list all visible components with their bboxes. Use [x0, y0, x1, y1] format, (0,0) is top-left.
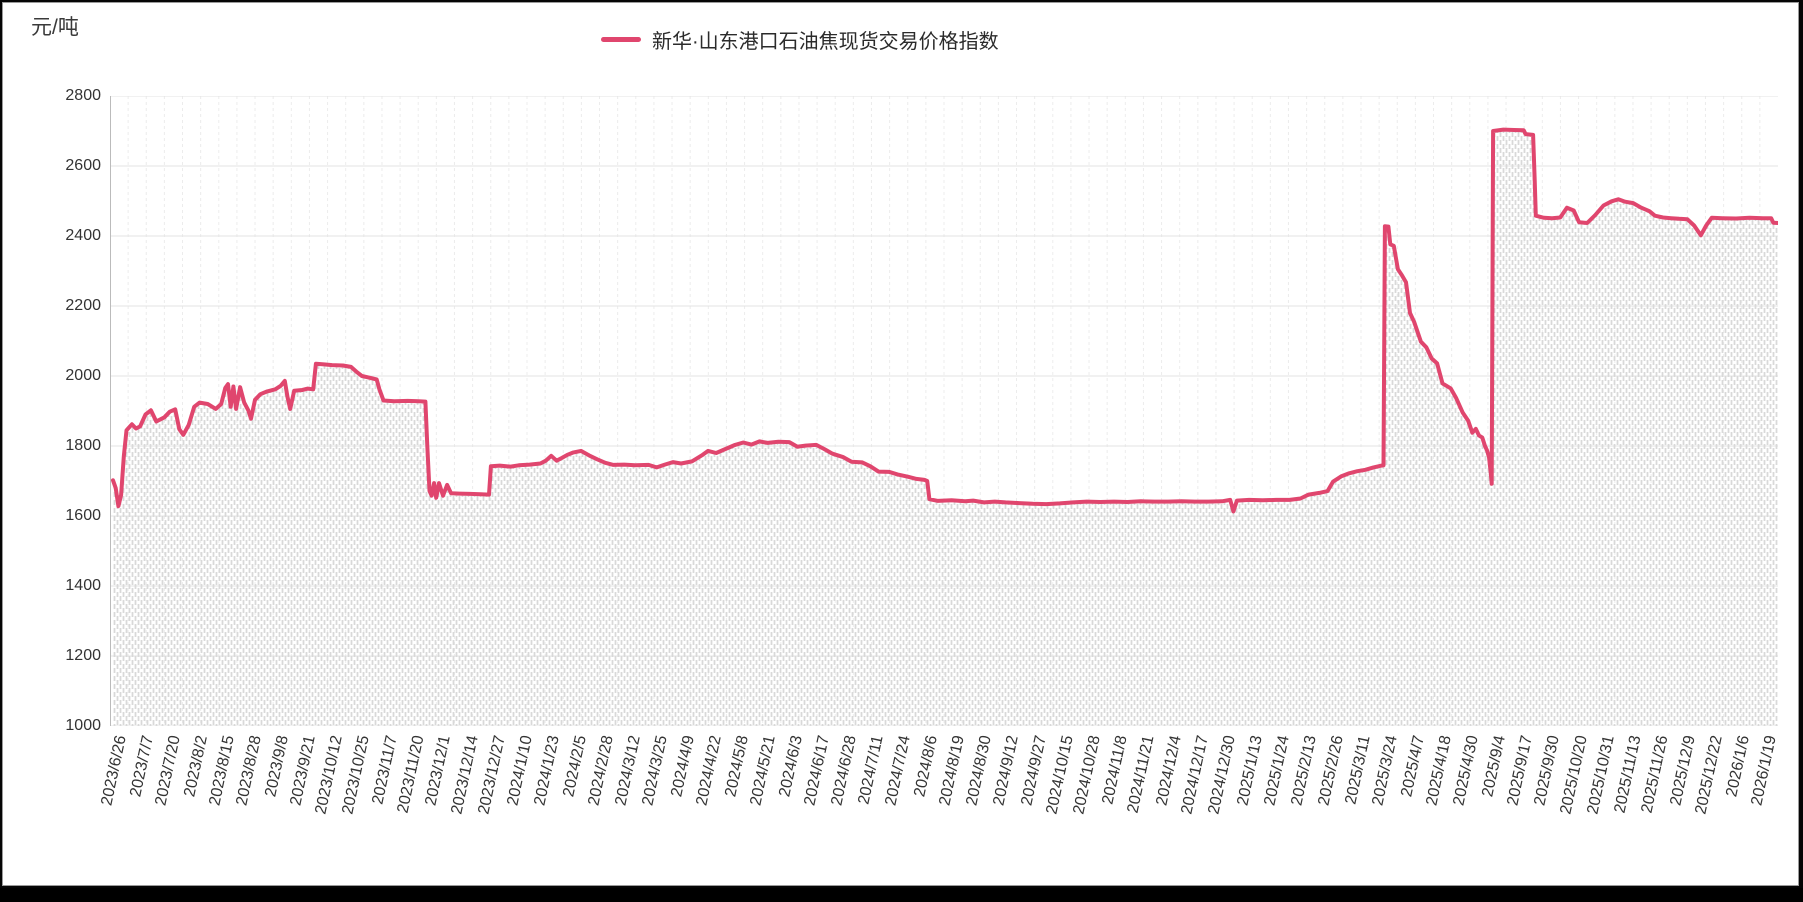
- x-tick-label: 2023/11/7: [368, 734, 401, 807]
- y-tick-label: 2000: [65, 367, 101, 384]
- x-tick-label: 2023/7/7: [127, 734, 157, 799]
- x-tick-label: 2024/3/12: [612, 734, 644, 808]
- x-tick-label: 2024/4/22: [693, 734, 725, 808]
- x-tick-label: 2026/1/6: [1723, 734, 1753, 799]
- x-tick-label: 2024/11/8: [1099, 734, 1131, 807]
- y-tick-label: 1200: [65, 647, 101, 664]
- x-tick-label: 2023/8/2: [181, 734, 211, 799]
- legend-line-mark: [601, 37, 641, 42]
- x-tick-label: 2024/2/28: [585, 734, 617, 808]
- y-tick-label: 1600: [65, 507, 101, 524]
- x-tick-label: 2024/4/9: [668, 734, 698, 799]
- x-tick-label: 2023/12/1: [422, 734, 455, 808]
- x-tick-label: 2024/5/21: [747, 734, 779, 808]
- y-tick-label: 1800: [65, 437, 101, 454]
- x-tick-label: 2024/7/24: [882, 734, 915, 808]
- legend-label: 新华·山东港口石油焦现货交易价格指数: [652, 31, 999, 53]
- x-tick-label: 2025/4/30: [1450, 734, 1483, 808]
- x-tick-label: 2023/7/20: [152, 734, 184, 808]
- x-tick-label: 2024/9/12: [990, 734, 1023, 808]
- x-tick-label: 2023/8/28: [233, 734, 265, 808]
- y-tick-label: 1000: [65, 717, 101, 734]
- price-line-chart: [110, 96, 1778, 726]
- x-tick-label: 2025/3/24: [1369, 734, 1401, 808]
- y-tick-label: 2200: [65, 297, 101, 314]
- chart-panel: 元/吨 新华·山东港口石油焦现货交易价格指数 1000 1200 1400 1600 1…: [2, 2, 1799, 886]
- y-tick-label: 2800: [65, 87, 101, 104]
- y-tick-label: 1400: [65, 577, 101, 594]
- x-tick-label: 2024/1/10: [503, 734, 536, 808]
- x-tick-label: 2025/9/4: [1479, 734, 1510, 799]
- y-tick-label: 2600: [65, 157, 101, 174]
- x-tick-label: 2024/2/5: [559, 734, 590, 799]
- x-tick-label: 2023/9/8: [262, 734, 292, 799]
- legend-item[interactable]: 新华·山东港口石油焦现货交易价格指数: [601, 25, 999, 54]
- x-tick-label: 2024/9/27: [1017, 734, 1050, 808]
- y-axis-unit-label: 元/吨: [31, 16, 79, 39]
- x-tick-label: 2024/6/3: [776, 734, 806, 799]
- x-tick-label: 2023/10/25: [339, 734, 374, 816]
- x-tick-label: 2024/5/8: [722, 734, 752, 799]
- x-tick-label: 2024/3/25: [639, 734, 671, 808]
- y-tick-label: 2400: [65, 227, 101, 244]
- x-tick-label: 2025/9/30: [1531, 734, 1564, 808]
- x-tick-label: 2025/4/7: [1398, 734, 1429, 799]
- x-tick-label: 2023/6/26: [98, 734, 130, 808]
- x-tick-label: 2024/8/6: [911, 734, 942, 799]
- x-tick-label: 2024/1/23: [530, 734, 563, 808]
- x-tick-label: 2026/1/19: [1748, 734, 1780, 808]
- bottom-black-bar: [0, 888, 1803, 902]
